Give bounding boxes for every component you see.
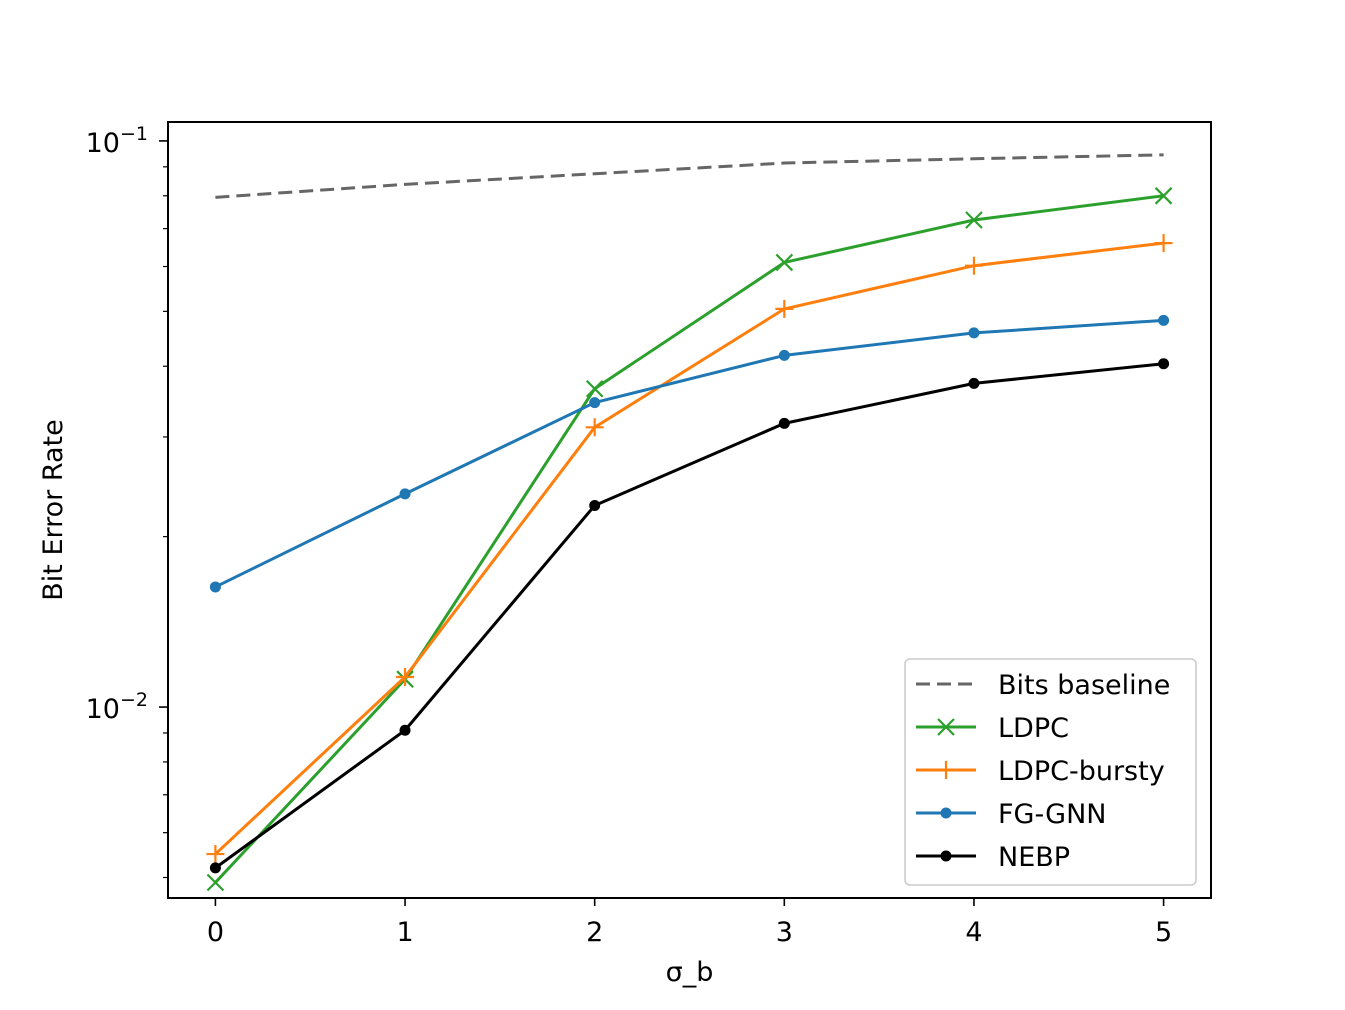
series-line-ldpc-bursty — [214, 241, 1164, 856]
legend: Bits baseline LDPC LDPC-bursty FG-GNN NEBP — [904, 658, 1197, 886]
series-bits-baseline — [215, 153, 1164, 199]
data-point-dot-marker — [589, 397, 601, 409]
data-point-dot-marker — [778, 349, 790, 361]
series-group — [206, 153, 1173, 892]
x-axis-label: σ_b — [666, 957, 714, 988]
x-tick-label: 5 — [1155, 917, 1172, 948]
data-point-dot-marker — [940, 807, 952, 819]
legend-label: Bits baseline — [998, 670, 1170, 701]
data-point-dot-marker — [399, 724, 411, 736]
legend-label: NEBP — [998, 842, 1070, 873]
legend-label: FG-GNN — [998, 799, 1107, 830]
data-point-dot-marker — [589, 500, 601, 512]
y-tick-label: 10−1 — [86, 123, 148, 159]
data-point-dot-marker — [209, 581, 221, 593]
data-point-plus-marker — [775, 299, 794, 318]
data-point-plus-marker — [585, 418, 604, 437]
legend-label: LDPC — [998, 713, 1069, 744]
y-tick-label: 10−2 — [86, 689, 148, 725]
data-point-plus-marker — [206, 845, 225, 864]
data-point-x-marker — [775, 253, 794, 272]
data-point-dot-marker — [940, 850, 952, 862]
ticks-group: 0 1 2 3 4 5 10−1 10−2 — [86, 123, 1173, 948]
data-point-x-marker — [937, 718, 955, 736]
legend-entry-nebp: NEBP — [916, 842, 1070, 873]
legend-entry-ldpc: LDPC — [916, 713, 1069, 744]
data-point-plus-marker — [396, 668, 415, 687]
data-point-plus-marker — [937, 761, 955, 779]
data-point-dot-marker — [968, 327, 980, 339]
x-tick-label: 2 — [586, 917, 603, 948]
data-point-dot-marker — [968, 377, 980, 389]
series-line-nebp — [214, 362, 1164, 870]
x-tick-label: 4 — [965, 917, 982, 948]
series-line-fg-gnn — [214, 318, 1164, 589]
series-ldpc — [206, 187, 1173, 892]
data-point-x-marker — [585, 379, 604, 398]
data-point-x-marker — [206, 873, 225, 892]
data-point-dot-marker — [399, 488, 411, 500]
data-point-x-marker — [1154, 187, 1173, 205]
series-nebp — [209, 358, 1170, 874]
y-axis-label: Bit Error Rate — [38, 419, 69, 601]
legend-entry-ldpc-bursty: LDPC-bursty — [916, 756, 1165, 787]
series-line-ldpc — [214, 194, 1164, 884]
axes-frame — [167, 121, 1212, 899]
data-point-dot-marker — [1158, 314, 1170, 326]
legend-box — [904, 658, 1197, 886]
x-tick-label: 3 — [776, 917, 793, 948]
series-fg-gnn — [209, 314, 1170, 593]
legend-entry-bits-baseline: Bits baseline — [916, 670, 1170, 701]
data-point-dot-marker — [209, 862, 221, 874]
legend-entry-fg-gnn: FG-GNN — [916, 799, 1107, 830]
data-point-x-marker — [965, 211, 983, 229]
data-point-plus-marker — [964, 256, 983, 275]
data-point-dot-marker — [1158, 358, 1170, 370]
legend-label: LDPC-bursty — [998, 756, 1165, 787]
series-ldpc-bursty — [206, 234, 1173, 864]
data-point-dot-marker — [778, 417, 790, 429]
series-line-bits-baseline — [215, 153, 1164, 199]
x-tick-label: 1 — [396, 917, 413, 948]
x-tick-label: 0 — [207, 917, 224, 948]
data-point-plus-marker — [1154, 234, 1173, 253]
